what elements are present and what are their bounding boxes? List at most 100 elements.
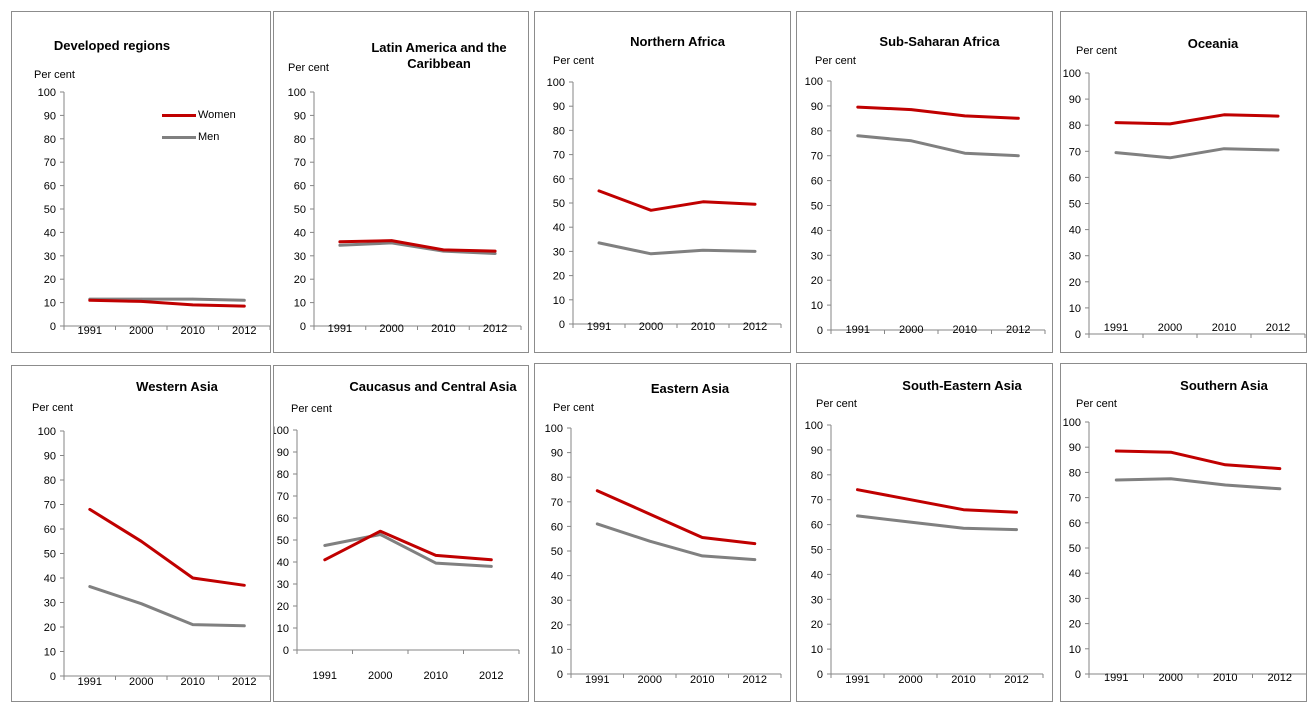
y-tick-label: 60 bbox=[553, 174, 565, 186]
y-tick-label: 100 bbox=[547, 77, 565, 89]
men-data-point bbox=[140, 297, 143, 301]
y-tick-label: 50 bbox=[551, 546, 563, 558]
y-tick-label: 90 bbox=[44, 451, 56, 463]
y-tick-label: 40 bbox=[553, 222, 565, 234]
men-data-point bbox=[1169, 477, 1172, 480]
women-data-point bbox=[1224, 463, 1227, 467]
y-tick-label: 60 bbox=[1069, 172, 1081, 184]
x-tick-label: 2000 bbox=[639, 321, 663, 333]
men-data-point bbox=[323, 544, 326, 547]
women-data-point bbox=[1276, 114, 1280, 118]
chart-panel: Southern Asia Per cent 0 10 20 30 40 50 60 70 80 90… bbox=[1060, 363, 1307, 702]
y-tick-label: 30 bbox=[1069, 251, 1081, 263]
x-tick-label: 1991 bbox=[845, 674, 869, 686]
y-tick-label: 50 bbox=[44, 204, 56, 216]
men-data-point bbox=[856, 514, 859, 518]
y-axis-unit-label: Per cent bbox=[291, 403, 332, 415]
y-tick-label: 50 bbox=[294, 204, 306, 216]
y-tick-label: 80 bbox=[294, 134, 306, 146]
chart-title: Oceania bbox=[1187, 36, 1239, 51]
women-data-point bbox=[963, 114, 966, 118]
y-tick-label: 50 bbox=[811, 545, 823, 557]
men-data-point bbox=[753, 250, 757, 253]
y-tick-label: 90 bbox=[811, 101, 823, 113]
women-data-point bbox=[701, 536, 704, 539]
y-axis-unit-label: Per cent bbox=[1076, 398, 1117, 410]
legend-item-men: Men bbox=[162, 126, 236, 148]
women-data-point bbox=[596, 489, 599, 492]
y-tick-label: 0 bbox=[1075, 329, 1081, 341]
y-tick-label: 0 bbox=[283, 645, 289, 657]
y-tick-label: 90 bbox=[551, 448, 563, 460]
line-chart: 0 10 20 30 40 50 60 70 80 90 100 1991 2000 2010 2012 bbox=[1063, 417, 1306, 684]
y-tick-label: 30 bbox=[553, 246, 565, 258]
y-tick-label: 40 bbox=[44, 227, 56, 239]
women-data-point bbox=[1017, 117, 1020, 120]
y-axis-unit-label: Per cent bbox=[288, 62, 329, 74]
y-tick-label: 40 bbox=[811, 225, 823, 237]
chart-title: Western Asia bbox=[136, 379, 218, 394]
x-tick-label: 2000 bbox=[379, 323, 403, 335]
y-tick-label: 80 bbox=[1069, 120, 1081, 132]
y-tick-label: 20 bbox=[1069, 619, 1081, 631]
y-tick-label: 20 bbox=[811, 619, 823, 631]
women-series-line bbox=[88, 507, 246, 587]
women-data-point bbox=[1114, 121, 1118, 124]
men-data-point bbox=[243, 299, 246, 302]
men-data-point bbox=[243, 624, 246, 627]
women-data-point bbox=[1168, 122, 1172, 126]
x-tick-label: 2012 bbox=[479, 670, 503, 682]
chart-panel: Caucasus and Central Asia Per cent 0 10 20 30… bbox=[273, 365, 529, 702]
x-tick-label: 2000 bbox=[129, 325, 153, 337]
men-swatch bbox=[162, 135, 196, 139]
chart-title: Northern Africa bbox=[630, 34, 725, 49]
women-data-point bbox=[490, 558, 493, 561]
women-data-point bbox=[88, 299, 91, 302]
chart-panel: Sub-Saharan Africa Per cent 0 10 20 30 40 50 60 7… bbox=[796, 11, 1053, 353]
men-series-line bbox=[338, 241, 497, 255]
chart-title: Latin America and the Caribbean bbox=[371, 40, 507, 71]
legend-label-men: Men bbox=[198, 131, 220, 143]
y-tick-label: 50 bbox=[1069, 543, 1081, 555]
line-chart: 0 10 20 30 40 50 60 70 80 90 100 1991 2000 2010 2012 bbox=[805, 76, 1046, 337]
women-data-point bbox=[191, 576, 194, 580]
women-data-point bbox=[1169, 451, 1172, 454]
y-tick-label: 40 bbox=[551, 571, 563, 583]
men-data-point bbox=[649, 252, 653, 256]
men-data-point bbox=[434, 561, 437, 565]
line-chart: 0 10 20 30 40 50 60 70 80 90 100 1991 2000 2010 2012 bbox=[1063, 68, 1306, 341]
y-tick-label: 10 bbox=[44, 298, 56, 310]
y-axis-unit-label: Per cent bbox=[815, 55, 856, 67]
women-data-point bbox=[243, 304, 246, 308]
x-tick-label: 2012 bbox=[1266, 322, 1290, 334]
y-tick-label: 50 bbox=[44, 549, 56, 561]
y-tick-label: 40 bbox=[294, 227, 306, 239]
women-data-point bbox=[648, 512, 651, 516]
line-chart: 0 10 20 30 40 50 60 70 80 90 100 1991 2000 2010 2012 bbox=[274, 425, 520, 682]
men-series-line bbox=[595, 522, 757, 562]
x-tick-label: 1991 bbox=[78, 325, 102, 337]
y-tick-label: 90 bbox=[44, 110, 56, 122]
y-tick-label: 10 bbox=[1069, 644, 1081, 656]
x-tick-label: 2012 bbox=[483, 323, 507, 335]
y-tick-label: 30 bbox=[811, 594, 823, 606]
men-data-point bbox=[701, 554, 704, 558]
y-tick-label: 100 bbox=[38, 87, 56, 99]
men-data-point bbox=[1276, 148, 1280, 152]
men-data-point bbox=[962, 527, 965, 530]
men-data-point bbox=[597, 241, 601, 245]
x-tick-label: 1991 bbox=[1104, 672, 1128, 684]
y-tick-label: 20 bbox=[44, 622, 56, 634]
men-data-point bbox=[856, 134, 859, 137]
y-tick-label: 30 bbox=[277, 579, 289, 591]
men-data-point bbox=[338, 244, 342, 247]
x-tick-label: 2000 bbox=[898, 674, 922, 686]
y-tick-label: 40 bbox=[277, 557, 289, 569]
chart-legend: Women Men bbox=[162, 104, 236, 148]
y-tick-label: 90 bbox=[1069, 442, 1081, 454]
y-tick-label: 30 bbox=[1069, 593, 1081, 605]
men-series-line bbox=[1114, 147, 1280, 160]
men-data-point bbox=[191, 297, 194, 301]
y-tick-label: 70 bbox=[44, 500, 56, 512]
men-data-point bbox=[648, 539, 651, 543]
